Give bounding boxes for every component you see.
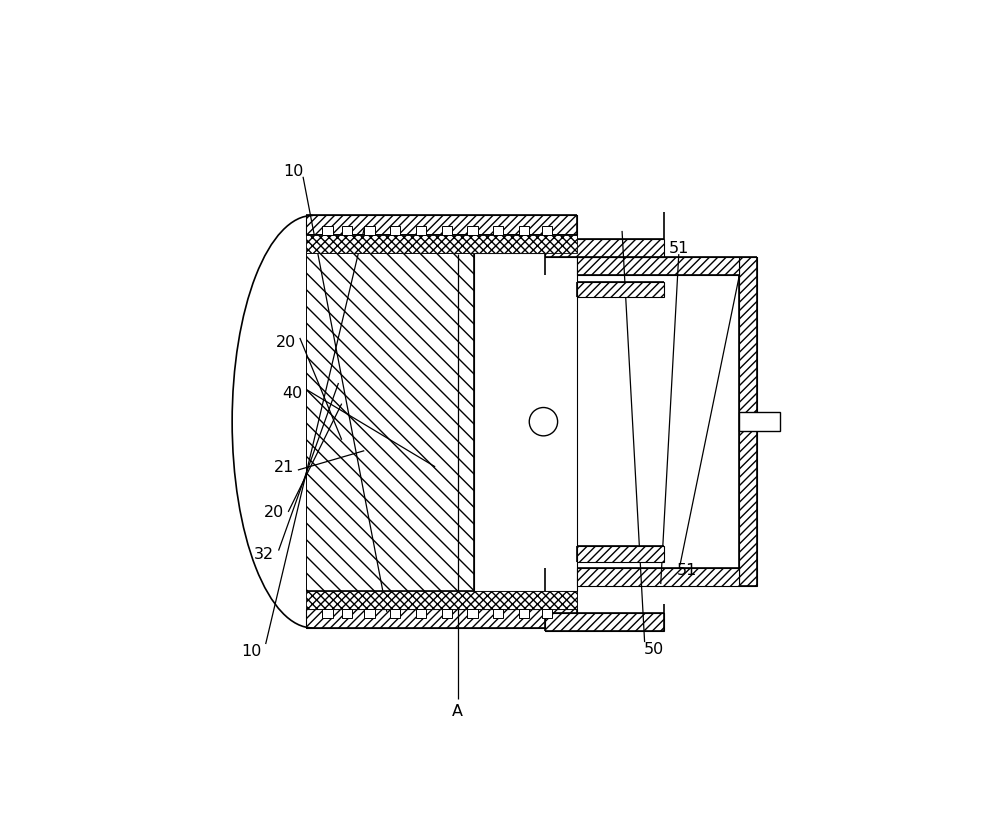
Bar — [474, 253, 577, 591]
Text: 51: 51 — [676, 563, 697, 578]
Bar — [306, 236, 577, 253]
Text: 10: 10 — [241, 643, 262, 658]
Bar — [322, 609, 333, 618]
Text: 21: 21 — [274, 460, 294, 475]
Bar — [416, 609, 426, 618]
Text: 50: 50 — [644, 641, 664, 656]
Text: 51: 51 — [669, 241, 689, 256]
Bar — [542, 609, 552, 618]
Bar — [364, 609, 375, 618]
Bar — [306, 253, 474, 591]
Text: 20: 20 — [264, 505, 284, 520]
Bar — [342, 227, 352, 236]
Text: 10: 10 — [283, 164, 304, 179]
Bar — [739, 258, 757, 586]
Bar — [390, 609, 400, 618]
Bar — [306, 609, 577, 628]
Bar — [545, 240, 664, 258]
Text: A: A — [452, 703, 463, 718]
Bar — [342, 609, 352, 618]
Bar — [545, 614, 664, 631]
Bar — [322, 227, 333, 236]
Bar — [442, 609, 452, 618]
Bar — [306, 591, 577, 609]
Bar — [577, 568, 739, 586]
Bar — [416, 227, 426, 236]
Bar — [519, 227, 529, 236]
Bar — [739, 412, 780, 432]
Bar — [493, 609, 503, 618]
Bar — [577, 283, 664, 298]
Bar — [467, 227, 478, 236]
Bar — [519, 609, 529, 618]
Text: 40: 40 — [282, 385, 302, 400]
Bar — [442, 227, 452, 236]
Bar — [390, 227, 400, 236]
Bar — [467, 609, 478, 618]
Bar — [542, 227, 552, 236]
Text: 32: 32 — [254, 547, 274, 562]
Bar — [306, 217, 577, 236]
Bar — [577, 547, 664, 562]
Bar — [493, 227, 503, 236]
Bar — [577, 258, 739, 276]
Bar — [364, 227, 375, 236]
Text: 20: 20 — [276, 334, 296, 349]
